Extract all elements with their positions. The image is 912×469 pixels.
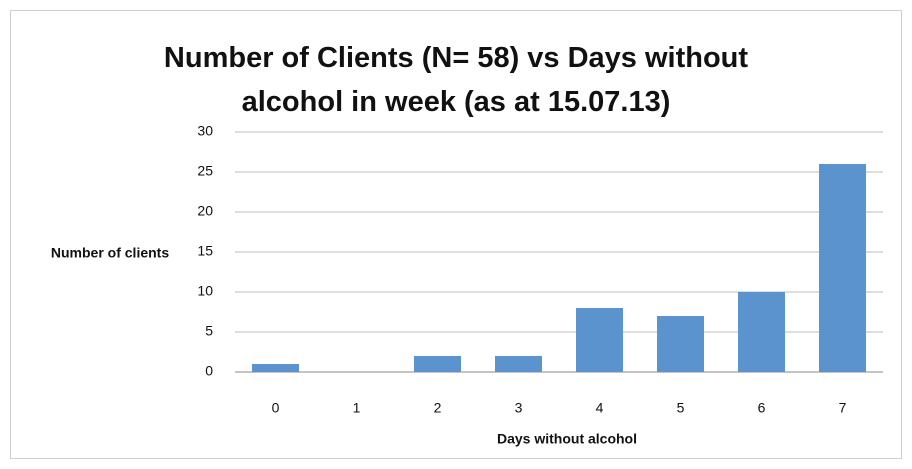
y-tick-label: 25: [197, 163, 213, 179]
y-tick-label: 5: [205, 323, 213, 339]
chart-title: Number of Clients (N= 58) vs Days withou…: [163, 42, 749, 118]
bar: [252, 364, 299, 372]
y-axis-label: Number of clients: [51, 245, 169, 261]
y-tick-label: 20: [197, 203, 213, 219]
chart-frame: [10, 10, 902, 459]
x-tick-label: 6: [758, 400, 766, 416]
bar: [576, 308, 623, 372]
x-tick-label: 5: [677, 400, 685, 416]
x-axis-label: Days without alcohol: [497, 431, 637, 447]
x-tick-label: 2: [434, 400, 442, 416]
x-tick-label: 3: [515, 400, 523, 416]
bar: [495, 356, 542, 372]
y-tick-label: 30: [197, 123, 213, 139]
bar: [657, 316, 704, 372]
bar: [414, 356, 461, 372]
x-tick-label: 7: [839, 400, 847, 416]
x-tick-label: 4: [596, 400, 604, 416]
bar: [738, 292, 785, 372]
y-tick-label: 0: [205, 363, 213, 379]
x-tick-label: 1: [353, 400, 361, 416]
bar: [819, 164, 866, 372]
y-tick-label: 15: [197, 243, 213, 259]
x-tick-label: 0: [272, 400, 280, 416]
y-tick-label: 10: [197, 283, 213, 299]
